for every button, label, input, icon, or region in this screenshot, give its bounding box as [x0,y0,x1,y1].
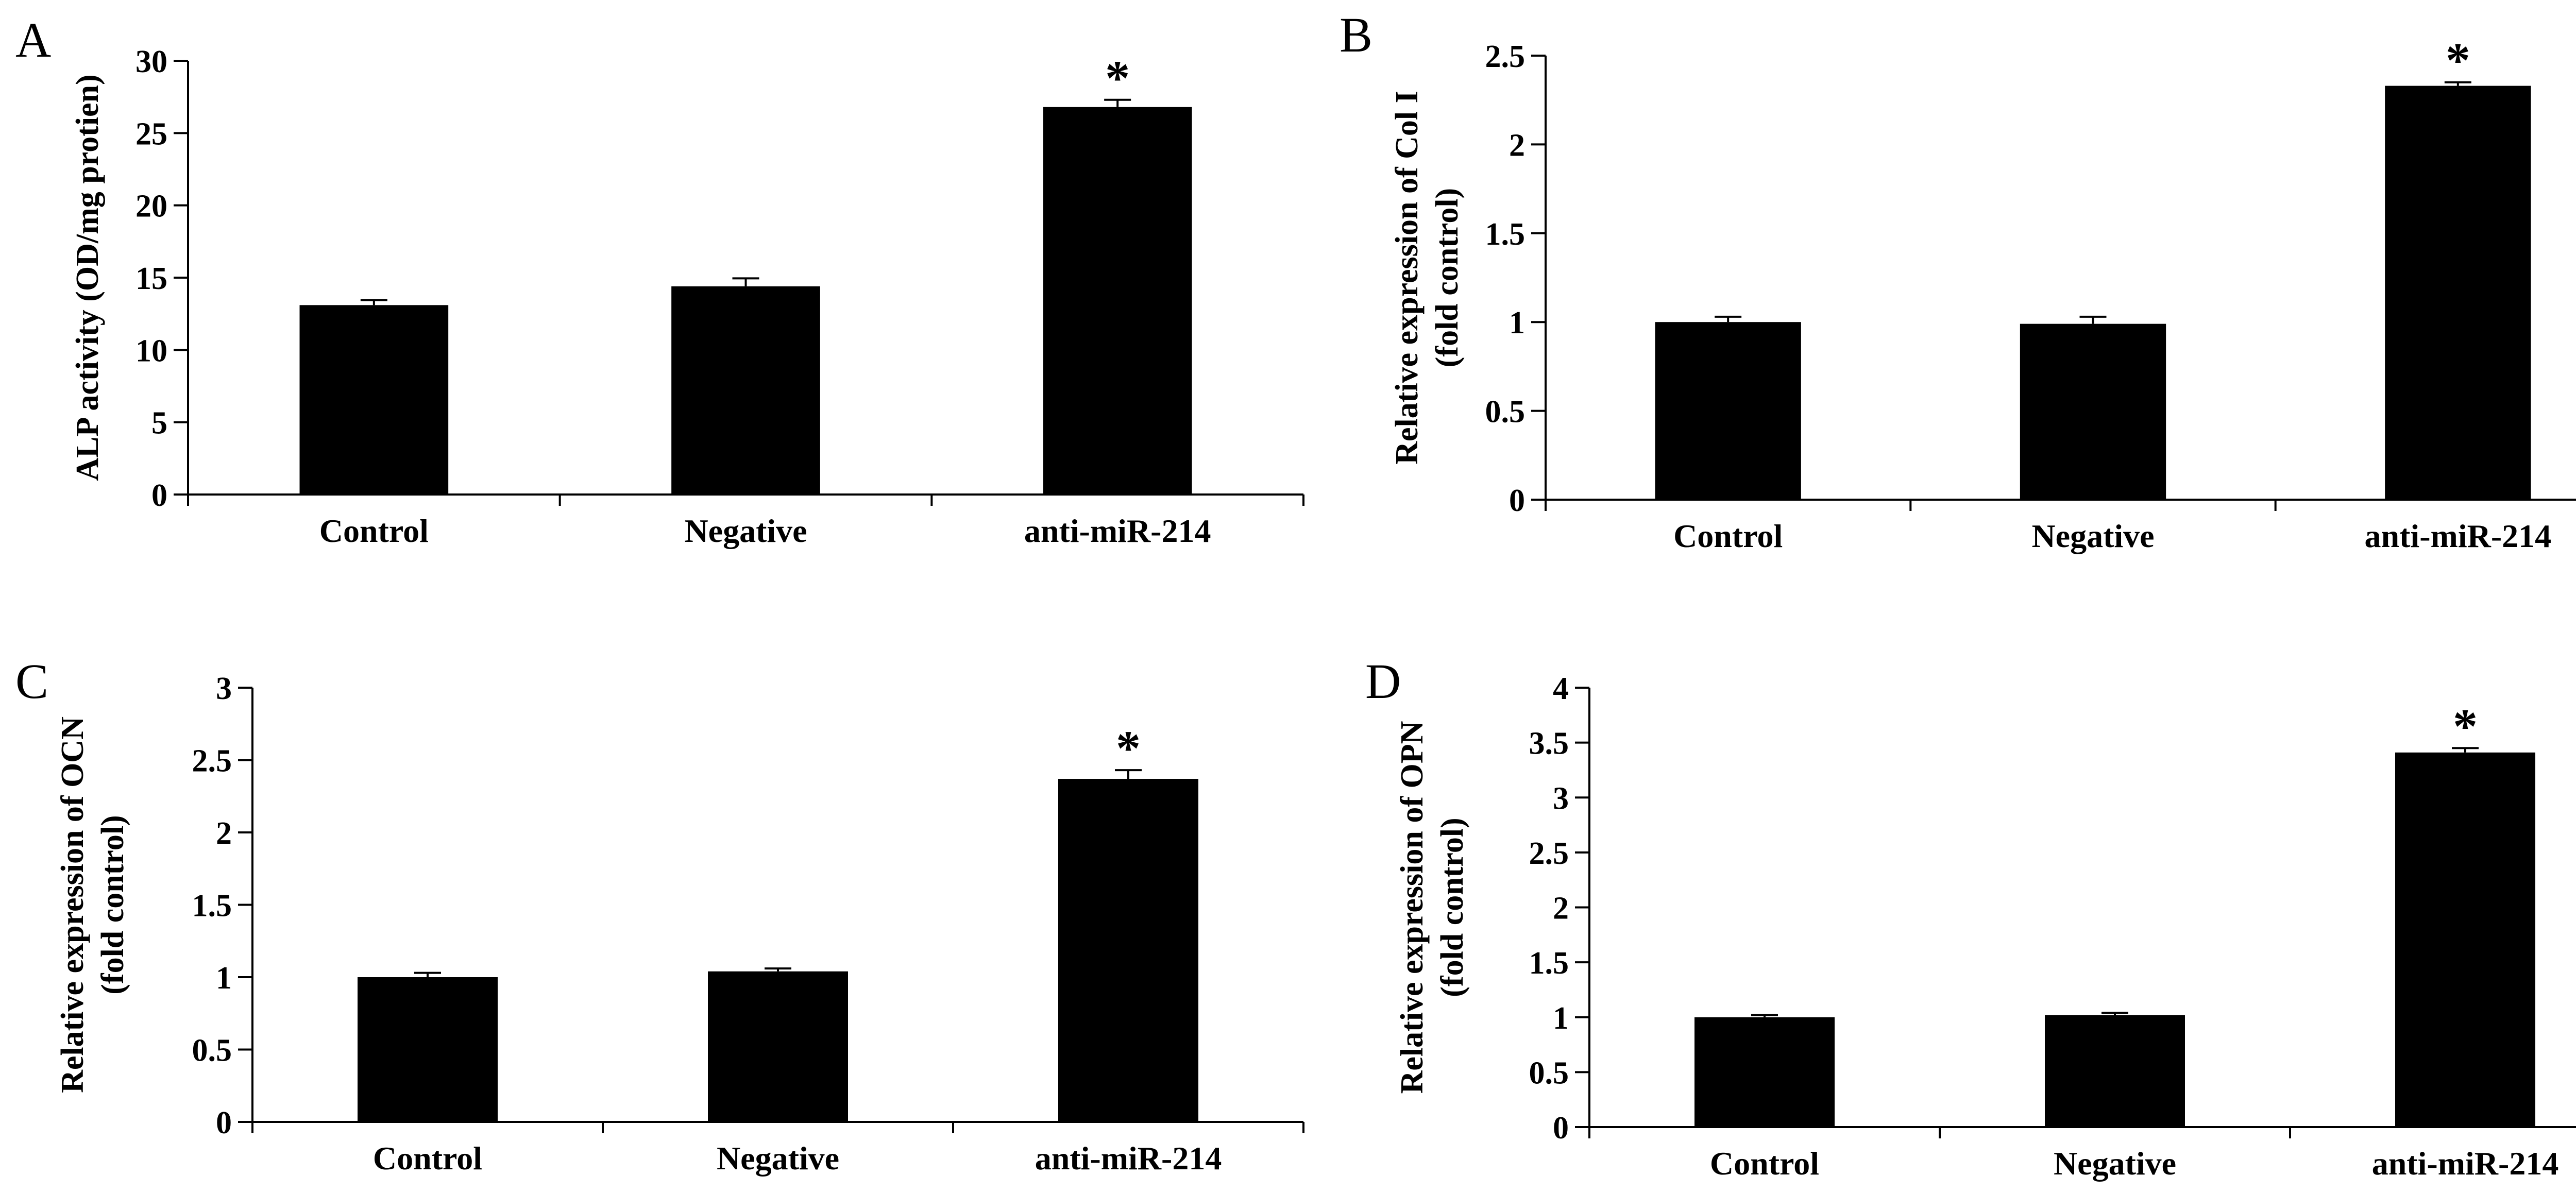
y-tick-label: 10 [135,333,167,368]
bar [1655,322,1801,500]
y-tick-label: 3 [1553,781,1569,816]
y-axis-label: Relative expression of Col I [1389,91,1425,465]
bar [299,305,449,495]
y-tick-label: 4 [1553,671,1569,706]
x-category-label: Negative [717,1140,839,1177]
bar [2020,323,2166,500]
x-category-label: Control [319,513,429,549]
y-tick-label: 1 [1509,305,1525,340]
y-tick-label: 5 [151,406,167,441]
y-axis-label: Relative expression of OCN [55,717,90,1093]
y-axis-label: (fold control) [1435,817,1470,997]
y-tick-label: 2 [1509,128,1525,163]
x-category-label: anti-miR-214 [1024,513,1211,549]
x-category-label: Negative [2031,518,2154,554]
significance-star: * [2453,698,2478,754]
chart-panel-b: B 0 0.5 1 1.5 2 2.5 Control Negative anti-miR-214… [1340,7,2576,554]
y-tick-label: 1.5 [1485,217,1526,252]
y-axis-label: (fold control) [95,815,130,994]
x-category-label: Control [1673,518,1783,554]
y-tick-label: 1.5 [1529,946,1569,981]
y-tick-label: 1 [1553,1001,1569,1036]
bar [2045,1015,2185,1127]
bar [2395,752,2535,1127]
y-tick-label: 2.5 [1529,836,1569,871]
x-category-label: Negative [684,513,807,549]
y-tick-label: 0 [1509,483,1525,518]
y-tick-label: 15 [135,261,167,296]
y-tick-label: 1.5 [192,889,232,924]
chart-panel-a: A 0 5 10 15 20 25 30 Control Negative anti-miR-214… [15,12,1304,549]
y-tick-label: 0.5 [1529,1055,1569,1090]
significance-star: * [1105,50,1130,106]
significance-star: * [1116,721,1141,776]
y-axis-label: ALP activity (OD/mg protien) [70,74,105,481]
panel-letter: C [15,654,48,709]
bar [671,286,820,495]
y-tick-label: 2.5 [1485,39,1526,74]
chart-panel-c: C 0 0.5 1 1.5 2 2.5 3 Control Negative anti-miR-21… [15,654,1304,1177]
bar [1694,1017,1835,1127]
y-tick-label: 0 [1553,1111,1569,1146]
bar [708,971,848,1122]
y-axis-label: (fold control) [1430,188,1465,367]
y-tick-label: 20 [135,189,167,224]
x-category-label: anti-miR-214 [2365,518,2552,554]
y-tick-label: 25 [135,116,167,151]
y-tick-label: 2.5 [192,744,232,779]
bar [358,977,498,1122]
y-tick-label: 1 [216,961,232,996]
y-tick-label: 2 [216,816,232,851]
bar [1058,779,1198,1122]
bar [1043,107,1192,495]
y-tick-label: 0 [151,478,167,513]
chart-panel-d: D 0 0.5 1 1.5 2 2.5 3 3.5 4 Control Negative anti-mi… [1365,654,2576,1182]
y-tick-label: 30 [135,44,167,79]
panel-letter: A [15,12,51,67]
x-category-label: Control [373,1140,482,1177]
y-tick-label: 0.5 [1485,395,1526,430]
x-category-label: anti-miR-214 [2372,1145,2559,1182]
y-tick-label: 0 [216,1105,232,1140]
x-category-label: anti-miR-214 [1035,1140,1222,1177]
y-tick-label: 0.5 [192,1033,232,1068]
x-category-label: Control [1710,1145,1819,1182]
panel-letter: D [1365,654,1401,709]
panel-letter: B [1340,7,1372,62]
bar [2385,86,2531,500]
y-tick-label: 3 [216,671,232,706]
significance-star: * [2446,33,2470,88]
x-category-label: Negative [2054,1145,2176,1182]
y-axis-label: Relative expression of OPN [1395,721,1430,1094]
y-tick-label: 3.5 [1529,726,1569,761]
y-tick-label: 2 [1553,891,1569,926]
